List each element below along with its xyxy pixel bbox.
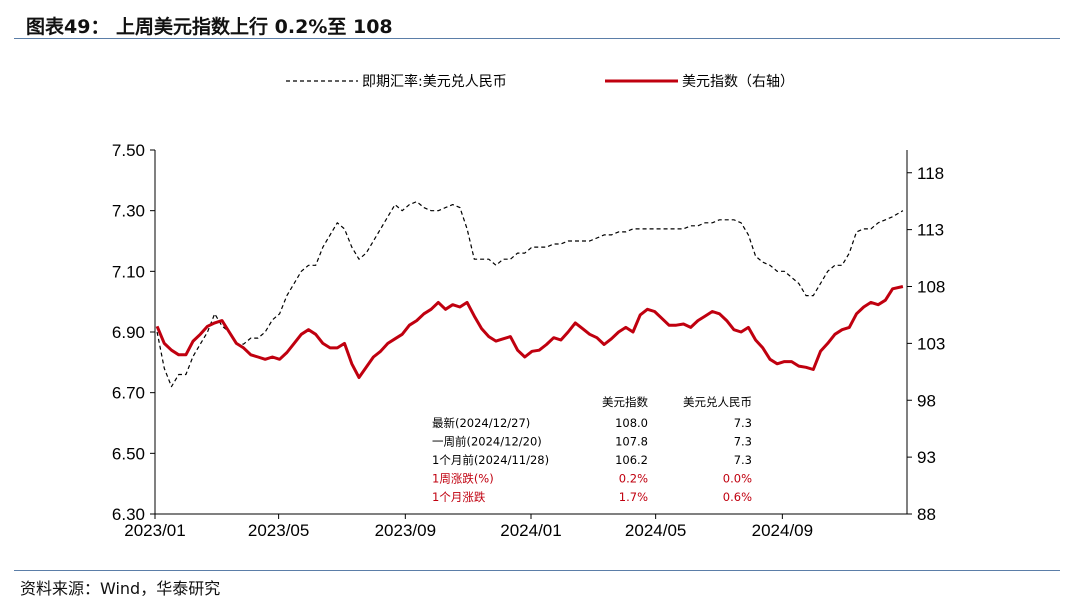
table-cell-usd-index: 0.2% xyxy=(619,472,648,486)
legend-label-usdcny: 即期汇率:美元兑人民币 xyxy=(362,73,507,90)
x-tick-label: 2024/09 xyxy=(752,521,813,540)
table-cell-usd-index: 107.8 xyxy=(615,435,648,449)
x-tick-label: 2023/05 xyxy=(248,521,309,540)
series-line-usd-index xyxy=(155,285,904,379)
right-tick-label: 103 xyxy=(917,334,945,353)
right-tick-label: 113 xyxy=(917,221,944,240)
right-tick-label: 88 xyxy=(917,505,936,524)
right-tick-label: 98 xyxy=(917,391,936,410)
x-tick-label: 2024/01 xyxy=(500,521,561,540)
right-tick-label: 108 xyxy=(917,278,945,297)
table-row-label: 最新(2024/12/27) xyxy=(432,416,530,430)
left-tick-label: 6.70 xyxy=(112,384,145,403)
right-tick-label: 93 xyxy=(917,448,936,467)
table-cell-usdcny: 0.0% xyxy=(723,472,752,486)
left-tick-label: 7.50 xyxy=(112,141,145,160)
footer-divider xyxy=(14,570,1060,571)
table-cell-usdcny: 7.3 xyxy=(734,453,752,467)
title-bar: 图表49： 上周美元指数上行 0.2%至 108 xyxy=(14,8,1060,38)
table-row-label: 1周涨跌(%) xyxy=(432,472,494,486)
left-tick-label: 7.30 xyxy=(112,202,145,221)
left-tick-label: 6.90 xyxy=(112,323,145,342)
series-group xyxy=(155,201,904,388)
table-header-usdcny: 美元兑人民币 xyxy=(683,395,752,409)
legend-label-usd-index: 美元指数（右轴） xyxy=(682,74,794,90)
x-tick-label: 2023/01 xyxy=(124,521,185,540)
left-tick-label: 6.30 xyxy=(112,505,145,524)
table-row-label: 一周前(2024/12/20) xyxy=(432,435,542,449)
left-tick-label: 6.50 xyxy=(112,444,145,463)
x-tick-label: 2023/09 xyxy=(375,521,436,540)
table-row-label: 1个月前(2024/11/28) xyxy=(432,453,549,467)
x-tick-label: 2024/05 xyxy=(625,521,686,540)
table-header-usd-index: 美元指数 xyxy=(602,395,648,409)
table-row-label: 1个月涨跌 xyxy=(432,490,486,504)
table-cell-usd-index: 108.0 xyxy=(615,416,648,430)
table-cell-usdcny: 7.3 xyxy=(734,435,752,449)
legend: 即期汇率:美元兑人民币 美元指数（右轴） xyxy=(286,73,794,90)
axes: 7.50 7.30 7.10 6.90 6.70 6.50 6.30 118 113 108 103… xyxy=(112,141,945,540)
source-note: 资料来源：Wind，华泰研究 xyxy=(20,579,221,598)
table-cell-usd-index: 1.7% xyxy=(619,490,648,504)
right-tick-label: 118 xyxy=(917,164,944,183)
series-line-usdcny xyxy=(156,201,904,388)
left-tick-label: 7.10 xyxy=(112,262,145,281)
table-cell-usd-index: 106.2 xyxy=(615,453,648,467)
chart-title: 图表49： 上周美元指数上行 0.2%至 108 xyxy=(26,16,393,38)
table-cell-usdcny: 0.6% xyxy=(723,490,752,504)
table-cell-usdcny: 7.3 xyxy=(734,416,752,430)
title-divider xyxy=(14,38,1060,39)
